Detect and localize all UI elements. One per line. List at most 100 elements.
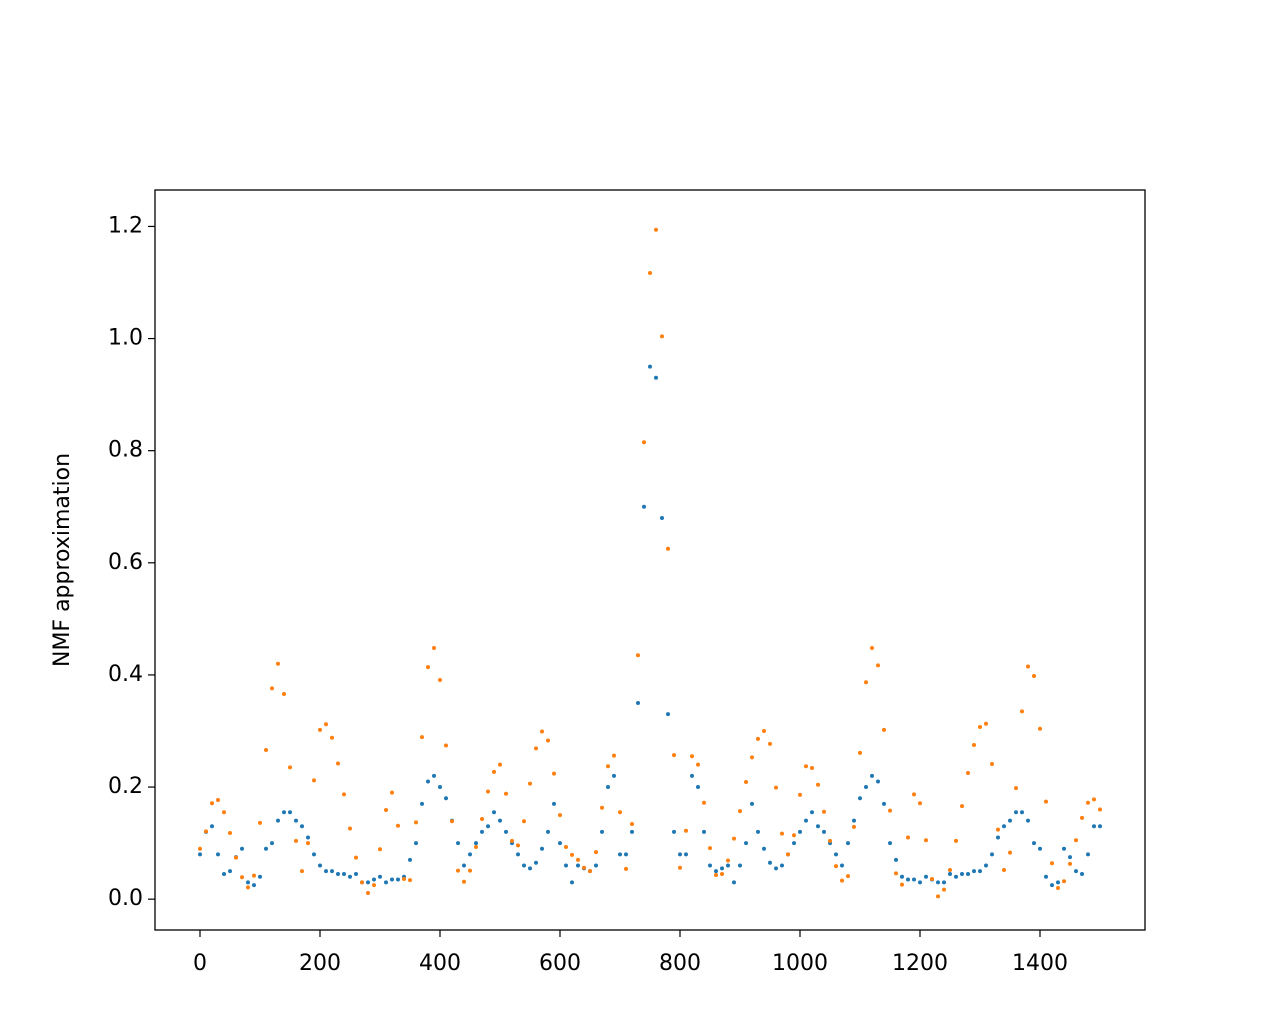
data-point — [1074, 838, 1078, 843]
data-point — [402, 876, 406, 881]
data-point — [918, 880, 922, 885]
data-point — [894, 857, 898, 862]
data-point — [588, 869, 592, 874]
data-point — [408, 878, 412, 883]
data-point — [564, 845, 568, 850]
data-point — [960, 871, 964, 876]
data-point — [306, 841, 310, 846]
data-point — [858, 796, 862, 801]
data-point — [372, 877, 376, 882]
data-point — [324, 722, 328, 727]
data-point — [960, 804, 964, 809]
data-point — [210, 824, 214, 829]
data-point — [1002, 824, 1006, 829]
data-point — [1056, 885, 1060, 890]
data-point — [1080, 815, 1084, 820]
data-point — [726, 858, 730, 863]
data-point — [468, 852, 472, 857]
data-point — [432, 773, 436, 778]
data-point — [198, 846, 202, 851]
data-point — [378, 874, 382, 879]
data-point — [918, 801, 922, 806]
data-point — [462, 879, 466, 884]
data-point — [972, 743, 976, 747]
data-point — [450, 819, 454, 824]
data-point — [762, 846, 766, 851]
data-point — [522, 819, 526, 824]
data-point — [336, 871, 340, 876]
data-point — [1044, 874, 1048, 879]
data-point — [390, 790, 394, 795]
data-point — [990, 762, 994, 767]
data-point — [756, 736, 760, 741]
data-point — [582, 865, 586, 870]
data-point — [882, 727, 886, 732]
data-point — [396, 823, 400, 828]
data-point — [1062, 879, 1066, 884]
data-point — [528, 866, 532, 871]
data-point — [678, 865, 682, 870]
data-point — [324, 869, 328, 874]
data-point — [1068, 855, 1072, 860]
data-point — [390, 877, 394, 882]
y-tick-label: 0.2 — [108, 774, 143, 799]
data-point — [816, 782, 820, 787]
data-point — [414, 841, 418, 846]
data-point — [912, 792, 916, 797]
data-point — [804, 764, 808, 769]
data-point — [1092, 797, 1096, 802]
data-point — [666, 712, 670, 717]
data-point — [330, 735, 334, 740]
data-point — [1032, 674, 1036, 679]
data-point — [408, 857, 412, 862]
data-point — [780, 863, 784, 868]
data-point — [624, 852, 628, 857]
data-point — [534, 860, 538, 865]
x-tick-label: 600 — [539, 951, 581, 976]
data-point — [1008, 818, 1012, 823]
data-point — [702, 829, 706, 834]
data-point — [780, 831, 784, 836]
data-point — [564, 863, 568, 868]
data-point — [798, 792, 802, 797]
data-point — [246, 885, 250, 890]
data-point — [552, 801, 556, 806]
data-point — [1086, 852, 1090, 857]
data-point — [540, 729, 544, 734]
data-point — [330, 869, 334, 874]
data-point — [276, 661, 280, 666]
data-point — [636, 700, 640, 705]
data-point — [570, 880, 574, 885]
data-point — [1080, 871, 1084, 876]
data-point — [774, 866, 778, 871]
y-tick-label: 0.6 — [108, 550, 143, 575]
data-point — [1074, 869, 1078, 874]
data-point — [996, 835, 1000, 840]
data-point — [300, 869, 304, 874]
data-point — [246, 880, 250, 885]
data-point — [924, 874, 928, 879]
data-point — [1026, 664, 1030, 669]
data-point — [942, 880, 946, 885]
data-point — [1032, 841, 1036, 846]
data-point — [228, 831, 232, 836]
data-point — [498, 818, 502, 823]
data-point — [834, 852, 838, 857]
data-point — [930, 876, 934, 881]
data-point — [894, 871, 898, 876]
data-point — [954, 838, 958, 843]
data-point — [288, 810, 292, 815]
data-point — [1098, 807, 1102, 812]
data-point — [906, 877, 910, 882]
data-point — [720, 871, 724, 876]
data-point — [516, 852, 520, 857]
data-point — [654, 375, 658, 380]
data-point — [768, 860, 772, 865]
data-point — [828, 838, 832, 843]
plot-frame — [154, 189, 1146, 931]
data-point — [552, 771, 556, 776]
data-point — [258, 820, 262, 825]
data-point — [1014, 786, 1018, 791]
data-point — [852, 824, 856, 829]
